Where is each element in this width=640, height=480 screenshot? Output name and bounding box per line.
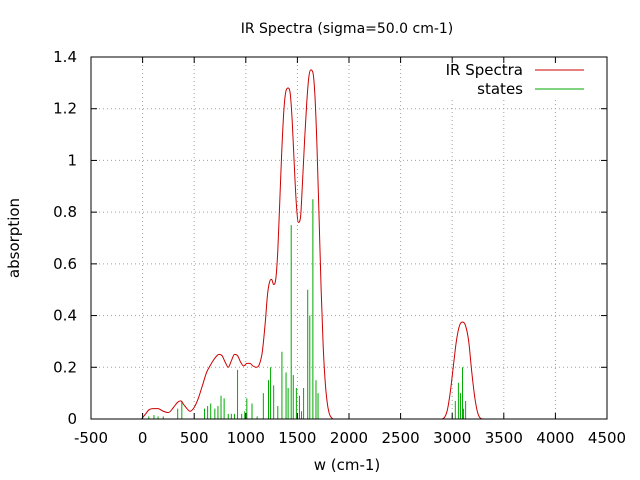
x-tick-label: 3500 bbox=[485, 429, 523, 447]
y-tick-label: 1.2 bbox=[53, 100, 77, 118]
y-tick-label: 1.4 bbox=[53, 48, 77, 66]
y-tick-label: 0.4 bbox=[53, 307, 77, 325]
x-axis-label: w (cm-1) bbox=[314, 456, 381, 474]
x-tick-label: 2000 bbox=[330, 429, 368, 447]
x-tick-label: 2500 bbox=[382, 429, 420, 447]
legend-label-states: states bbox=[477, 80, 523, 98]
legend-label-ir-spectra: IR Spectra bbox=[446, 61, 523, 79]
grid-layer bbox=[91, 57, 607, 419]
x-tick-label: 1000 bbox=[227, 429, 265, 447]
y-tick-label: 0.6 bbox=[53, 255, 77, 273]
y-tick-label: 1 bbox=[67, 151, 77, 169]
tick-layer: -500 0 500 1000 1500 2000 2500 3000 3500 4000 4500… bbox=[53, 48, 626, 447]
y-tick-label: 0.2 bbox=[53, 358, 77, 376]
legend: IR Spectra states bbox=[446, 61, 584, 98]
x-tick-label: 4500 bbox=[588, 429, 626, 447]
x-tick-label: -500 bbox=[74, 429, 108, 447]
data-layer bbox=[141, 69, 577, 420]
x-tick-label: 0 bbox=[138, 429, 148, 447]
y-tick-label: 0 bbox=[67, 410, 77, 428]
x-tick-label: 3000 bbox=[433, 429, 471, 447]
y-tick-label: 0.8 bbox=[53, 203, 77, 221]
x-tick-label: 500 bbox=[180, 429, 209, 447]
chart-title: IR Spectra (sigma=50.0 cm-1) bbox=[241, 21, 454, 37]
y-axis-label: absorption bbox=[5, 198, 23, 278]
x-tick-label: 4000 bbox=[536, 429, 574, 447]
x-tick-label: 1500 bbox=[278, 429, 316, 447]
